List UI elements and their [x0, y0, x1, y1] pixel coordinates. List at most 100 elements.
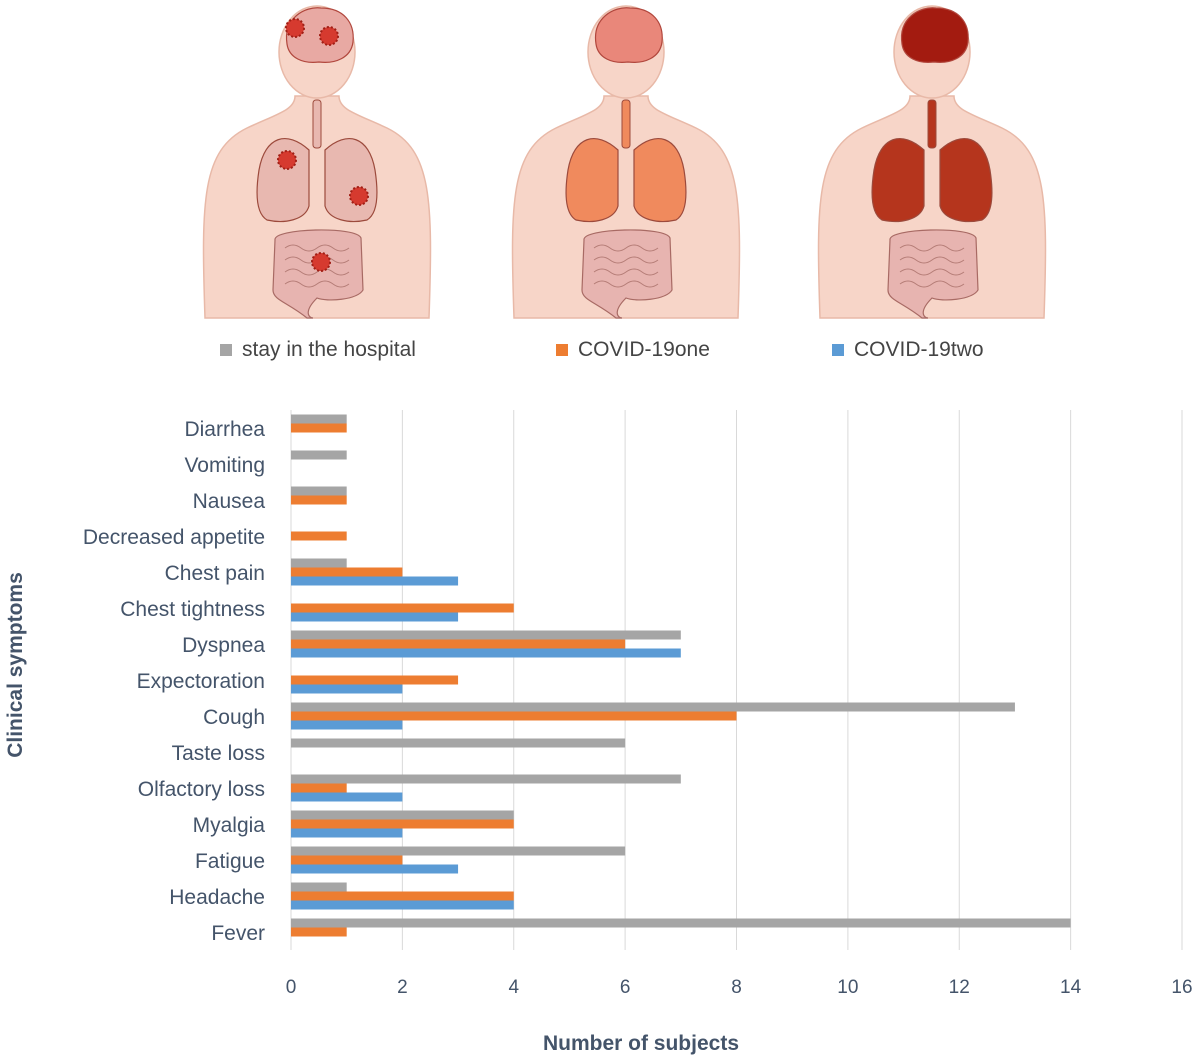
legend-swatch-hospital — [220, 344, 232, 356]
x-tick-label: 2 — [397, 977, 408, 998]
bar — [291, 891, 514, 901]
torso-shape — [817, 95, 1047, 319]
intestine-fold — [593, 280, 659, 288]
intestine-fold — [593, 256, 659, 264]
x-axis-title: Number of subjects — [543, 1032, 739, 1055]
bar — [291, 612, 459, 622]
brain-shape — [594, 7, 663, 63]
left-lung-shape — [565, 138, 619, 223]
bar — [291, 819, 514, 829]
bar — [291, 675, 459, 685]
bar — [291, 648, 681, 658]
torso-shape — [511, 95, 741, 319]
right-lung-shape — [324, 138, 378, 223]
bar — [291, 783, 347, 793]
bar — [291, 792, 403, 802]
category-label: Decreased appetite — [83, 526, 265, 549]
legend-item-covid-one: COVID-19one — [556, 336, 710, 364]
category-label: Headache — [169, 886, 265, 909]
x-tick-label: 12 — [949, 977, 970, 998]
bar — [291, 882, 347, 892]
category-label: Myalgia — [193, 814, 266, 837]
y-axis-title: Clinical symptoms — [4, 572, 27, 758]
trachea-shape — [312, 99, 322, 149]
intestine-fold — [284, 280, 350, 288]
body-illustration-dark-organs — [817, 5, 1047, 319]
bar — [291, 558, 347, 568]
bar — [291, 711, 737, 721]
bar — [291, 414, 347, 424]
intestines-shape — [887, 229, 979, 319]
body-illustration-infected — [202, 5, 432, 319]
bar — [291, 720, 403, 730]
category-label: Diarrhea — [184, 418, 265, 441]
category-label: Taste loss — [172, 742, 265, 765]
right-lung-shape — [939, 138, 993, 223]
intestine-fold — [284, 244, 350, 252]
bar — [291, 630, 681, 640]
category-label: Vomiting — [184, 454, 265, 477]
legend-swatch-covid-one — [556, 344, 568, 356]
bar — [291, 567, 403, 577]
bar — [291, 639, 626, 649]
bar — [291, 423, 347, 433]
brain-shape — [900, 7, 969, 63]
bar — [291, 855, 403, 865]
bar — [291, 828, 403, 838]
intestine-fold — [284, 268, 350, 276]
category-label: Cough — [203, 706, 265, 729]
legend-label-covid-one: COVID-19one — [578, 338, 710, 361]
virus-icon — [311, 252, 331, 272]
intestine-fold — [899, 280, 965, 288]
virus-icon — [277, 150, 297, 170]
bar — [291, 846, 626, 856]
bar — [291, 450, 347, 460]
bar — [291, 900, 514, 910]
intestine-fold — [593, 268, 659, 276]
body-illustrations — [202, 5, 1047, 319]
virus-icon — [349, 186, 369, 206]
bar — [291, 738, 626, 748]
legend-item-hospital: stay in the hospital — [220, 336, 416, 364]
intestines-shape — [272, 229, 364, 319]
category-label: Fever — [211, 922, 265, 945]
intestine-fold — [593, 244, 659, 252]
x-tick-label: 8 — [731, 977, 742, 998]
x-tick-label: 16 — [1171, 977, 1192, 998]
x-tick-label: 14 — [1060, 977, 1082, 998]
category-label: Chest pain — [165, 562, 265, 585]
x-tick-label: 6 — [620, 977, 631, 998]
x-tick-label: 0 — [286, 977, 297, 998]
legend-label-covid-two: COVID-19two — [854, 338, 984, 361]
torso-shape — [202, 95, 432, 319]
trachea-shape — [621, 99, 631, 149]
virus-icon — [319, 26, 339, 46]
x-tick-label: 10 — [837, 977, 858, 998]
category-label: Nausea — [193, 490, 266, 513]
category-label: Chest tightness — [120, 598, 265, 621]
bar — [291, 774, 681, 784]
intestine-fold — [899, 268, 965, 276]
category-label: Dyspnea — [182, 634, 265, 657]
intestines-shape — [581, 229, 673, 319]
bar — [291, 918, 1071, 928]
bar — [291, 576, 459, 586]
bar — [291, 486, 347, 496]
legend-item-covid-two: COVID-19two — [832, 336, 984, 364]
right-lung-shape — [633, 138, 687, 223]
left-lung-shape — [256, 138, 310, 223]
body-illustration-orange-organs — [511, 5, 741, 319]
left-lung-shape — [871, 138, 925, 223]
virus-icon — [285, 18, 305, 38]
bar — [291, 810, 514, 820]
bar — [291, 927, 347, 937]
bar — [291, 603, 514, 613]
category-label: Fatigue — [195, 850, 265, 873]
bar — [291, 864, 459, 874]
bar — [291, 702, 1015, 712]
bar — [291, 531, 347, 541]
category-label: Olfactory loss — [138, 778, 265, 801]
legend-swatch-covid-two — [832, 344, 844, 356]
legend-label-hospital: stay in the hospital — [242, 338, 416, 361]
bar — [291, 684, 403, 694]
